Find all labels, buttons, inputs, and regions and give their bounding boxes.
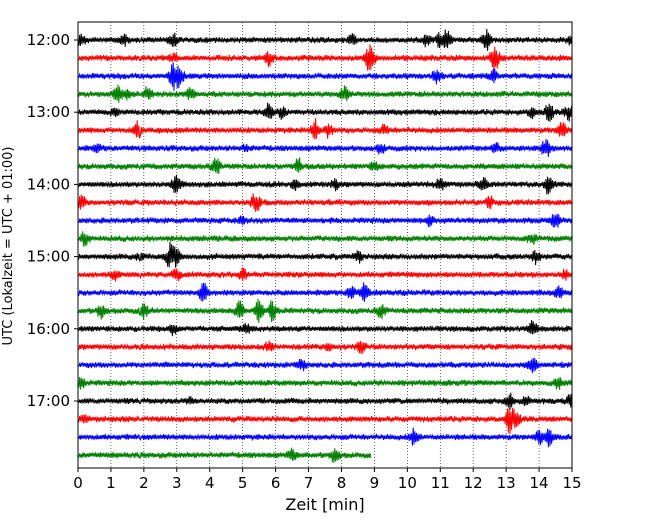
seismogram-trace <box>77 62 573 91</box>
plot-frame <box>77 21 573 469</box>
vertical-grid <box>110 22 540 468</box>
seismogram-trace <box>77 231 573 247</box>
x-tick-label: 1 <box>106 474 116 492</box>
seismogram-trace <box>77 44 573 73</box>
x-tick-label: 0 <box>73 474 83 492</box>
y-axis-label: UTC (Lokalzeit = UTC + 01:00) <box>1 147 16 346</box>
traces <box>77 28 573 463</box>
seismogram-trace <box>77 28 573 51</box>
seismogram-trace <box>77 213 573 228</box>
x-tick-label: 3 <box>172 474 182 492</box>
y-tick-label: 15:00 <box>27 248 70 266</box>
y-tick-label: 17:00 <box>27 392 70 410</box>
x-tick-label: 5 <box>238 474 248 492</box>
seismogram-trace <box>77 427 573 448</box>
x-tick-label: 14 <box>530 474 549 492</box>
x-tick-label: 6 <box>271 474 281 492</box>
x-tick-label: 15 <box>562 474 581 492</box>
y-tick-label: 12:00 <box>27 31 70 49</box>
x-axis-label: Zeit [min] <box>285 495 364 514</box>
seismogram-trace <box>77 157 573 174</box>
seismogram-trace <box>77 298 573 324</box>
seismogram-trace <box>77 241 573 268</box>
seismogram-trace <box>77 377 573 390</box>
x-tick-label: 13 <box>497 474 516 492</box>
y-axis-ticks: 12:00 13:00 14:00 15:00 16:00 17:00 <box>27 31 78 410</box>
seismogram-trace <box>77 282 573 302</box>
x-tick-label: 2 <box>139 474 149 492</box>
y-tick-label: 13:00 <box>27 103 70 121</box>
x-tick-label: 7 <box>304 474 314 492</box>
seismogram-trace <box>77 357 573 374</box>
seismogram-trace <box>77 84 573 103</box>
x-axis-ticks: 0 1 2 3 4 5 6 7 8 9 10 11 12 13 14 15 <box>73 468 582 492</box>
y-tick-label: 16:00 <box>27 320 70 338</box>
seismogram-trace <box>78 319 573 337</box>
x-tick-label: 10 <box>398 474 417 492</box>
seismogram-trace <box>77 340 573 355</box>
seismogram-trace <box>77 407 573 434</box>
y-tick-label: 14:00 <box>27 175 70 193</box>
seismogram-trace <box>77 102 573 122</box>
x-tick-label: 9 <box>370 474 380 492</box>
seismogram-trace <box>77 447 372 463</box>
seismogram-trace <box>77 193 573 212</box>
seismogram-trace <box>77 138 573 158</box>
seismogram-trace <box>77 267 573 282</box>
x-tick-label: 4 <box>205 474 215 492</box>
x-tick-label: 12 <box>464 474 483 492</box>
seismogram-trace <box>78 392 573 410</box>
x-tick-label: 8 <box>337 474 347 492</box>
x-tick-label: 11 <box>431 474 450 492</box>
seismogram-trace <box>77 117 573 140</box>
seismogram-trace <box>77 174 573 195</box>
